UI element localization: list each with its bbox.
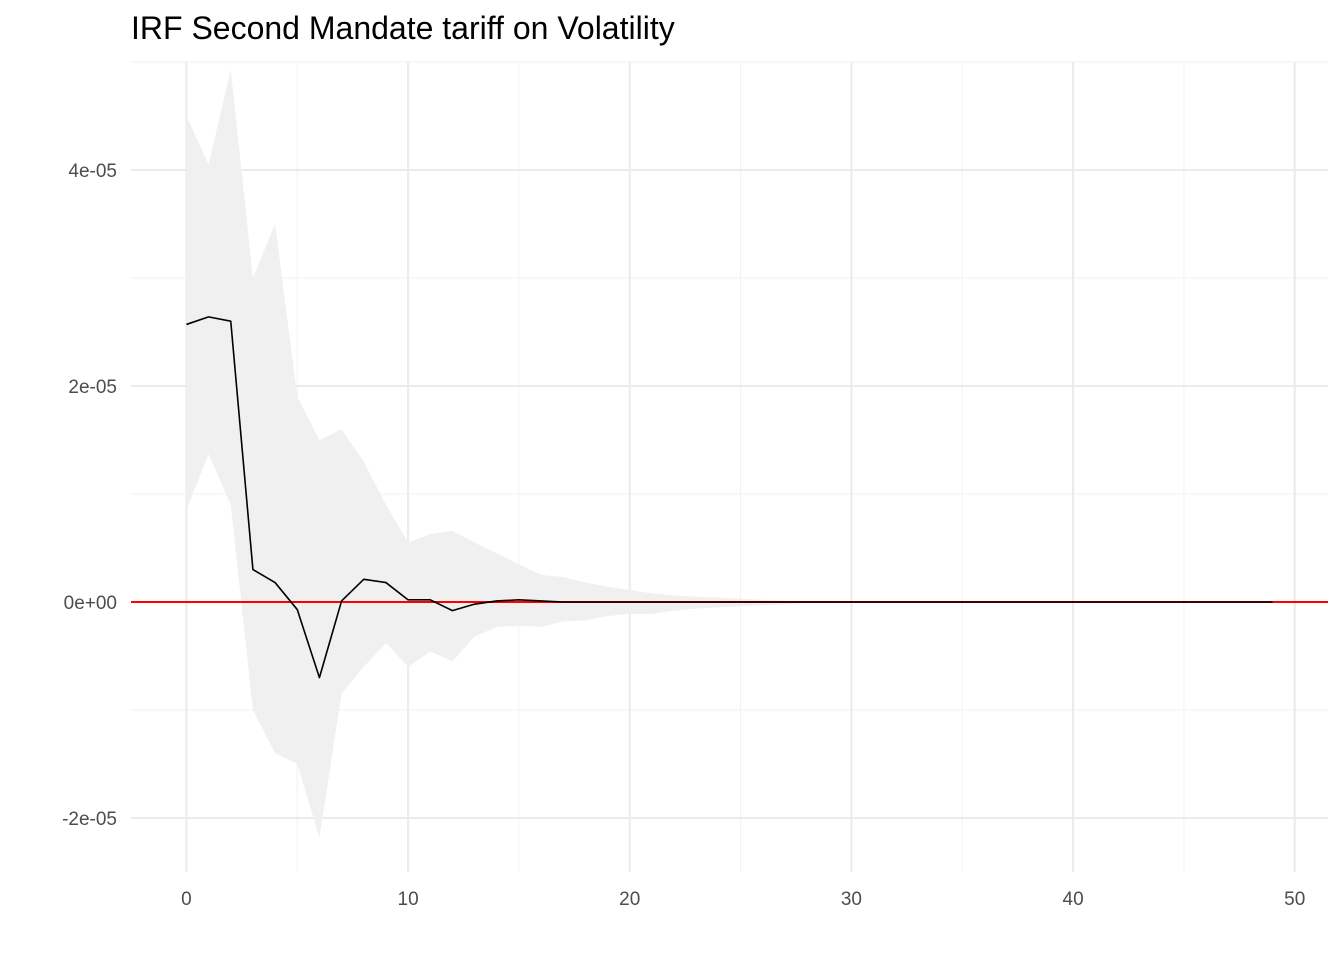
x-tick-label: 40: [1063, 889, 1084, 910]
x-tick-label: 10: [398, 889, 419, 910]
major-gridlines: [131, 62, 1328, 872]
x-tick-label: 50: [1284, 889, 1305, 910]
confidence-band-layer: [186, 69, 1273, 838]
x-tick-label: 20: [619, 889, 640, 910]
confidence-band: [186, 69, 1273, 838]
irf-line-layer: [186, 316, 1273, 679]
y-tick-label: 2e-05: [68, 377, 117, 398]
y-tick-label: -2e-05: [62, 809, 117, 830]
y-axis-tick-labels: -2e-05 0e+00 2e-05 4e-05: [62, 161, 117, 830]
irf-series-line: [186, 316, 1273, 679]
y-tick-label: 0e+00: [64, 593, 117, 614]
x-axis-tick-labels: 0 10 20 30 40 50: [181, 889, 1305, 910]
minor-gridlines: [131, 61, 1328, 872]
x-tick-label: 30: [841, 889, 862, 910]
y-tick-label: 4e-05: [68, 161, 117, 182]
chart-title: IRF Second Mandate tariff on Volatility: [131, 10, 675, 46]
x-tick-label: 0: [181, 889, 192, 910]
